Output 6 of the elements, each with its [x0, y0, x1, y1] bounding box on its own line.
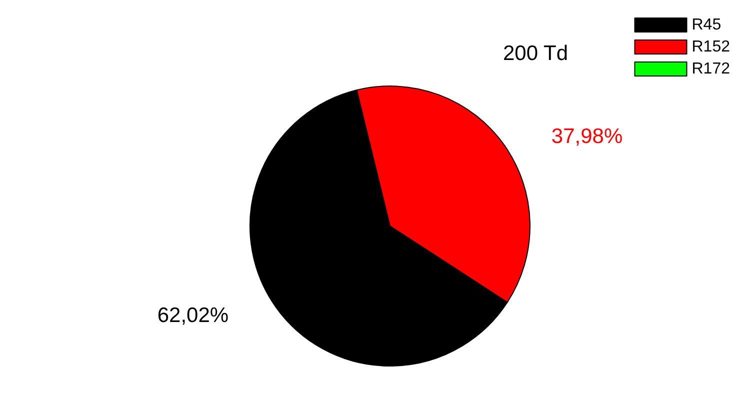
- text: 200 Td: [503, 42, 568, 65]
- legend-label: R152: [692, 38, 730, 56]
- data-label: 62,02%: [157, 304, 229, 328]
- legend-label: R172: [692, 60, 730, 78]
- data-label: 37,98%: [551, 124, 623, 148]
- legend-label: R45: [692, 16, 722, 34]
